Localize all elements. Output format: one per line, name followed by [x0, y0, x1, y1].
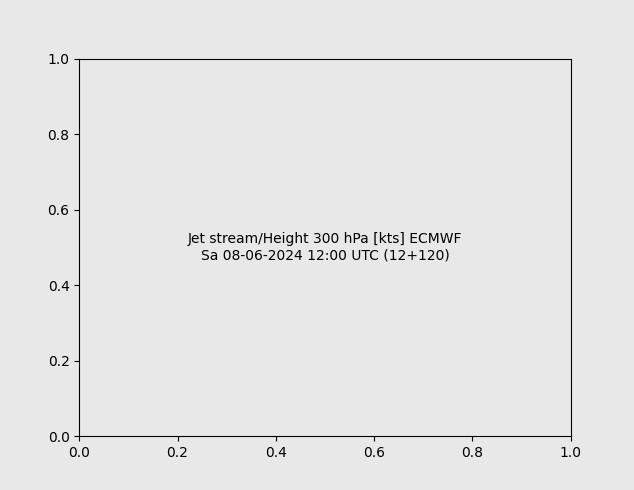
Text: Jet stream/Height 300 hPa [kts] ECMWF
Sa 08-06-2024 12:00 UTC (12+120): Jet stream/Height 300 hPa [kts] ECMWF Sa…: [188, 232, 462, 263]
